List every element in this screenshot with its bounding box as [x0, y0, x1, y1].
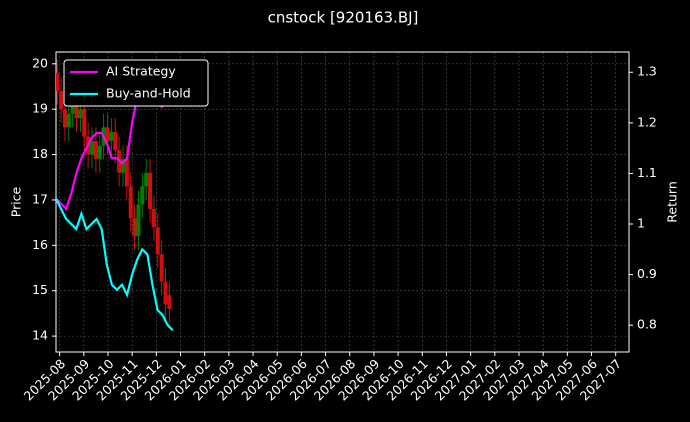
y2-tick-label: 1: [637, 216, 645, 231]
candle-body: [97, 145, 102, 160]
candle-body: [151, 209, 156, 228]
candle-body: [74, 95, 79, 119]
y-tick-label: 14: [32, 328, 48, 343]
candle-body: [59, 91, 64, 110]
y2-tick-label: 1.3: [637, 64, 657, 79]
y2-tick-label: 1.1: [637, 165, 657, 180]
candle-body: [56, 72, 60, 92]
candle-body: [93, 140, 98, 160]
candle-body: [128, 186, 133, 219]
y2-tick-label: 1.2: [637, 114, 657, 129]
candle-body: [167, 295, 172, 309]
candle-body: [78, 109, 83, 119]
y-tick-label: 18: [32, 146, 48, 161]
y-tick-label: 15: [32, 282, 48, 297]
candle-body: [140, 186, 145, 205]
y2-tick-label: 0.8: [637, 317, 657, 332]
legend-label: AI Strategy: [106, 64, 176, 79]
y-tick-label: 17: [32, 191, 48, 206]
candle-body: [90, 140, 95, 155]
plot-frame: [55, 51, 630, 353]
candle-body: [159, 254, 164, 282]
candle-body: [66, 113, 71, 128]
candle-body: [109, 131, 114, 141]
chart-title: cnstock [920163.BJ]: [268, 9, 419, 27]
candle-body: [144, 172, 149, 187]
candle-body: [124, 159, 129, 187]
candle-body: [120, 159, 125, 173]
candle-body: [132, 218, 137, 237]
legend-label: Buy-and-Hold: [106, 86, 191, 101]
y2-axis-label: Return: [665, 181, 680, 222]
line-series: [56, 198, 174, 332]
candle-body: [136, 204, 141, 237]
candle-body: [163, 281, 168, 305]
candle-body: [82, 109, 87, 137]
y-tick-label: 19: [32, 101, 48, 116]
candle-body: [105, 127, 110, 141]
y2-tick-label: 0.9: [637, 266, 657, 281]
candle-body: [155, 227, 160, 255]
candle-body: [113, 131, 118, 151]
y-tick-label: 20: [32, 55, 48, 70]
y-axis-label: Price: [9, 186, 24, 217]
candle-body: [148, 172, 153, 210]
candle-body: [62, 109, 67, 128]
y-tick-label: 16: [32, 237, 48, 252]
legend-box: [63, 59, 209, 107]
